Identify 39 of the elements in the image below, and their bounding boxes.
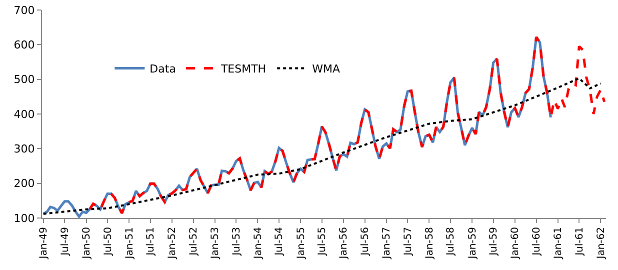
y-tick-label: 500 [14, 73, 35, 86]
x-tick-label: Jan-49 [38, 227, 50, 260]
x-tick-label: Jan-58 [424, 227, 436, 260]
x-tick-label: Jan-59 [467, 227, 478, 260]
line-series [42, 77, 602, 215]
y-tick-label: 400 [14, 108, 35, 121]
x-tick-label: Jan-62 [596, 227, 607, 260]
x-tick-label: Jul-60 [532, 227, 543, 256]
x-tick-label: Jan-52 [167, 227, 178, 260]
legend-label: Data [150, 62, 176, 76]
x-tick-label: Jan-53 [210, 227, 222, 260]
x-tick-label: Jan-50 [82, 227, 92, 260]
x-tick-label: Jul-58 [446, 227, 457, 256]
x-tick-label: Jan-57 [382, 227, 393, 260]
x-tick-label: Jul-61 [574, 227, 586, 256]
y-tick-label: 600 [14, 38, 35, 52]
y-tick-label: 100 [14, 212, 35, 225]
x-tick-label: Jan-61 [553, 227, 564, 260]
x-tick-label: Jul-52 [188, 227, 200, 256]
x-tick-label: Jan-60 [510, 227, 522, 260]
x-tick-label: Jul-51 [146, 227, 157, 256]
legend-label: WMA [312, 62, 340, 76]
x-tick-label: Jan-56 [338, 227, 350, 260]
y-tick-label: 200 [14, 177, 35, 190]
x-tick-label: Jul-49 [60, 227, 71, 256]
legend-label: TESMTH [220, 62, 266, 76]
x-tick-label: Jan-55 [296, 227, 307, 260]
x-tick-label: Jul-53 [231, 227, 242, 256]
y-tick-label: 700 [14, 4, 35, 17]
x-tick-label: Jul-55 [317, 227, 328, 256]
x-tick-label: Jul-56 [360, 227, 372, 256]
x-tick-label: Jul-57 [402, 227, 414, 256]
x-tick-label: Jan-51 [124, 227, 136, 260]
line-series [88, 36, 606, 214]
x-tick-label: Jan-54 [252, 227, 264, 260]
x-tick-label: Jul-50 [102, 227, 114, 256]
y-tick-label: 300 [14, 142, 35, 156]
x-tick-label: Jul-54 [274, 227, 286, 256]
x-tick-label: Jul-59 [488, 227, 500, 256]
